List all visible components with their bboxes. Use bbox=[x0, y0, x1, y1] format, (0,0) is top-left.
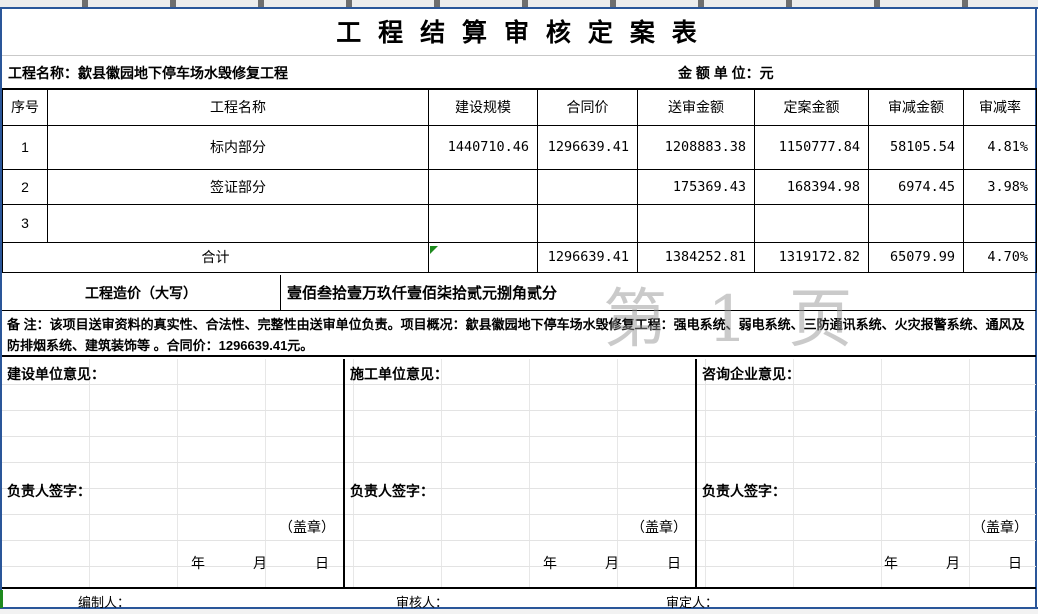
cell-r3-name[interactable] bbox=[47, 203, 429, 243]
section-title: 施工单位意见： bbox=[350, 366, 448, 382]
below-sheet-strip bbox=[0, 609, 1038, 614]
remark-line-2: 防排烟系统、建筑装饰等 。合同价：1296639.41元。 bbox=[7, 338, 314, 353]
green-border-fragment bbox=[0, 590, 3, 608]
construction-unit-opinion-section[interactable]: 建设单位意见： 负责人签字： （盖章） 年 月 日 bbox=[2, 359, 343, 587]
cell-r1-submitted[interactable]: 1208883.38 bbox=[637, 124, 755, 170]
cell-total-contract[interactable]: 1296639.41 bbox=[537, 241, 638, 273]
cell-total-approved[interactable]: 1319172.82 bbox=[754, 241, 869, 273]
page-title: 工 程 结 算 审 核 定 案 表 bbox=[336, 19, 702, 47]
cell-r3-contract[interactable] bbox=[537, 203, 638, 243]
signer-label: 负责人签字： bbox=[702, 483, 786, 499]
cell-r2-reduced[interactable]: 6974.45 bbox=[868, 168, 964, 205]
error-indicator-triangle bbox=[430, 246, 438, 254]
selection-border-right bbox=[1035, 7, 1037, 609]
date-row: 年 月 日 bbox=[345, 553, 695, 573]
remark-line-1: 备 注：该项目送审资料的真实性、合法性、完整性由送审单位负责。项目概况：歙县徽园… bbox=[7, 317, 1025, 332]
cell-r2-rate[interactable]: 3.98% bbox=[963, 168, 1037, 205]
summary-table: 序号 工程名称 建设规模 合同价 送审金额 定案金额 审减金额 审减率 1 标内… bbox=[2, 88, 1037, 273]
col-header-project[interactable]: 工程名称 bbox=[47, 88, 429, 126]
section-divider bbox=[343, 359, 345, 587]
cell-r1-contract[interactable]: 1296639.41 bbox=[537, 124, 638, 170]
amount-in-words-label[interactable]: 工程造价（大写） bbox=[2, 275, 281, 310]
cell-r1-scale[interactable]: 1440710.46 bbox=[428, 124, 538, 170]
table-row: 2 签证部分 175369.43 168394.98 6974.45 3.98% bbox=[2, 168, 1037, 205]
cell-r2-name[interactable]: 签证部分 bbox=[47, 168, 429, 205]
month-label: 月 bbox=[253, 555, 267, 571]
amount-in-words-row: 工程造价（大写） 壹佰叁拾壹万玖仟壹佰柒拾贰元捌角贰分 bbox=[2, 275, 1036, 311]
year-label: 年 bbox=[543, 555, 557, 571]
cell-r3-approved[interactable] bbox=[754, 203, 869, 243]
col-header-contract[interactable]: 合同价 bbox=[537, 88, 638, 126]
cell-r1-rate[interactable]: 4.81% bbox=[963, 124, 1037, 170]
date-row: 年 月 日 bbox=[697, 553, 1036, 573]
col-header-scale[interactable]: 建设规模 bbox=[428, 88, 538, 126]
amount-in-words-value[interactable]: 壹佰叁拾壹万玖仟壹佰柒拾贰元捌角贰分 bbox=[287, 285, 558, 302]
day-label: 日 bbox=[667, 555, 681, 571]
year-label: 年 bbox=[191, 555, 205, 571]
cell-r3-rate[interactable] bbox=[963, 203, 1037, 243]
opinions-area: 建设单位意见： 负责人签字： （盖章） 年 月 日 施工单位意见： 负责人签字：… bbox=[2, 359, 1036, 589]
cell-r1-no[interactable]: 1 bbox=[2, 124, 48, 170]
date-row: 年 月 日 bbox=[2, 553, 343, 573]
cell-total-rate[interactable]: 4.70% bbox=[963, 241, 1037, 273]
table-row: 1 标内部分 1440710.46 1296639.41 1208883.38 … bbox=[2, 124, 1037, 170]
section-divider bbox=[695, 359, 697, 587]
amount-unit-label[interactable]: 金 额 单 位：元 bbox=[678, 65, 774, 81]
auditor-label[interactable]: 审核人： bbox=[396, 595, 449, 610]
year-label: 年 bbox=[884, 555, 898, 571]
cell-r1-reduced[interactable]: 58105.54 bbox=[868, 124, 964, 170]
table-row: 3 bbox=[2, 203, 1037, 243]
table-header-row: 序号 工程名称 建设规模 合同价 送审金额 定案金额 审减金额 审减率 bbox=[2, 88, 1037, 126]
cell-total-scale[interactable] bbox=[428, 241, 538, 273]
selection-border-top bbox=[0, 7, 1038, 9]
cell-total-label[interactable]: 合计 bbox=[2, 241, 429, 273]
section-title: 咨询企业意见： bbox=[702, 366, 800, 382]
seal-label: （盖章） bbox=[631, 519, 687, 535]
title-separator-line bbox=[2, 55, 1035, 56]
cell-r2-submitted[interactable]: 175369.43 bbox=[637, 168, 755, 205]
cell-r3-submitted[interactable] bbox=[637, 203, 755, 243]
signer-label: 负责人签字： bbox=[350, 483, 434, 499]
cell-total-submitted[interactable]: 1384252.81 bbox=[637, 241, 755, 273]
selection-border-bottom bbox=[0, 607, 1038, 609]
total-row: 合计 1296639.41 1384252.81 1319172.82 6507… bbox=[2, 241, 1037, 273]
col-header-approved[interactable]: 定案金额 bbox=[754, 88, 869, 126]
cell-r3-reduced[interactable] bbox=[868, 203, 964, 243]
cell-r2-scale[interactable] bbox=[428, 168, 538, 205]
preparer-label[interactable]: 编制人： bbox=[78, 595, 131, 610]
col-header-reduced[interactable]: 审减金额 bbox=[868, 88, 964, 126]
consulting-firm-opinion-section[interactable]: 咨询企业意见： 负责人签字： （盖章） 年 月 日 bbox=[697, 359, 1036, 587]
cell-r2-contract[interactable] bbox=[537, 168, 638, 205]
selection-border-left bbox=[0, 7, 2, 609]
seal-label: （盖章） bbox=[279, 519, 335, 535]
seal-label: （盖章） bbox=[972, 519, 1028, 535]
month-label: 月 bbox=[946, 555, 960, 571]
footer-row: 编制人： 审核人： 审定人： bbox=[2, 591, 1036, 610]
col-header-rate[interactable]: 审减率 bbox=[963, 88, 1037, 126]
project-name-label[interactable]: 工程名称：歙县徽园地下停车场水毁修复工程 bbox=[8, 65, 288, 81]
cell-r1-approved[interactable]: 1150777.84 bbox=[754, 124, 869, 170]
month-label: 月 bbox=[605, 555, 619, 571]
cell-r2-approved[interactable]: 168394.98 bbox=[754, 168, 869, 205]
cell-r3-scale[interactable] bbox=[428, 203, 538, 243]
cell-r3-no[interactable]: 3 bbox=[2, 203, 48, 243]
excel-column-header-strip[interactable] bbox=[0, 0, 1038, 7]
remark-cell[interactable]: 备 注：该项目送审资料的真实性、合法性、完整性由送审单位负责。项目概况：歙县徽园… bbox=[2, 311, 1036, 357]
cell-r1-name[interactable]: 标内部分 bbox=[47, 124, 429, 170]
col-header-submitted[interactable]: 送审金额 bbox=[637, 88, 755, 126]
signer-label: 负责人签字： bbox=[7, 483, 91, 499]
day-label: 日 bbox=[1008, 555, 1022, 571]
cell-r2-no[interactable]: 2 bbox=[2, 168, 48, 205]
section-title: 建设单位意见： bbox=[7, 366, 105, 382]
day-label: 日 bbox=[315, 555, 329, 571]
cell-total-reduced[interactable]: 65079.99 bbox=[868, 241, 964, 273]
approver-label[interactable]: 审定人： bbox=[666, 595, 719, 610]
col-header-no[interactable]: 序号 bbox=[2, 88, 48, 126]
contractor-opinion-section[interactable]: 施工单位意见： 负责人签字： （盖章） 年 月 日 bbox=[345, 359, 695, 587]
